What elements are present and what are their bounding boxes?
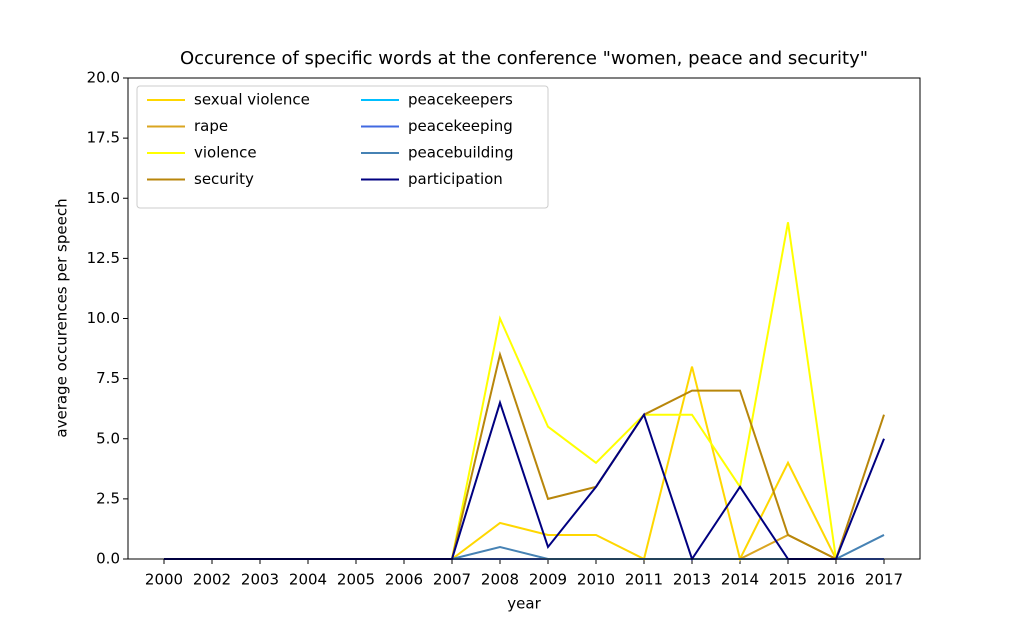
x-tick-label: 2017 [865,571,903,589]
x-tick-label: 2007 [433,571,471,589]
y-tick-label: 10.0 [87,309,120,327]
y-tick-label: 15.0 [87,189,120,207]
y-tick-label: 5.0 [96,429,120,447]
x-tick-label: 2015 [769,571,807,589]
y-tick-label: 2.5 [96,489,120,507]
x-tick-label: 2003 [241,571,279,589]
series-line [164,533,884,560]
x-tick-label: 2013 [673,571,711,589]
x-tick-label: 2002 [193,571,231,589]
x-tick-label: 2011 [625,571,663,589]
y-tick-label: 20.0 [87,69,120,87]
legend-label: violence [194,144,257,162]
x-tick-label: 2009 [529,571,567,589]
y-axis-label: average occurences per speech [53,198,71,437]
y-tick-label: 7.5 [96,369,120,387]
x-tick-label: 2010 [577,571,615,589]
x-tick-label: 2014 [721,571,759,589]
x-tick-label: 2000 [145,571,183,589]
legend-box [136,85,549,209]
legend-label: participation [408,170,503,188]
y-tick-label: 0.0 [96,550,120,568]
legend-label: peacekeeping [408,117,513,135]
legend-label: security [194,170,254,188]
chart-title: Occurence of specific words at the confe… [180,48,868,69]
x-axis-label: year [507,595,541,613]
legend-label: sexual violence [194,91,310,109]
legend-label: rape [194,117,228,135]
series-line [164,366,884,562]
plot-frame [127,77,921,560]
y-tick-label: 12.5 [87,249,120,267]
legend-label: peacebuilding [408,144,514,162]
legend-label: peacekeepers [408,91,513,109]
x-tick-label: 2006 [385,571,423,589]
x-tick-label: 2016 [817,571,855,589]
series-line [164,534,885,560]
x-tick-label: 2008 [481,571,519,589]
x-tick-label: 2005 [337,571,375,589]
x-tick-label: 2004 [289,571,327,589]
series-line [164,222,884,560]
y-tick-label: 17.5 [87,129,120,147]
